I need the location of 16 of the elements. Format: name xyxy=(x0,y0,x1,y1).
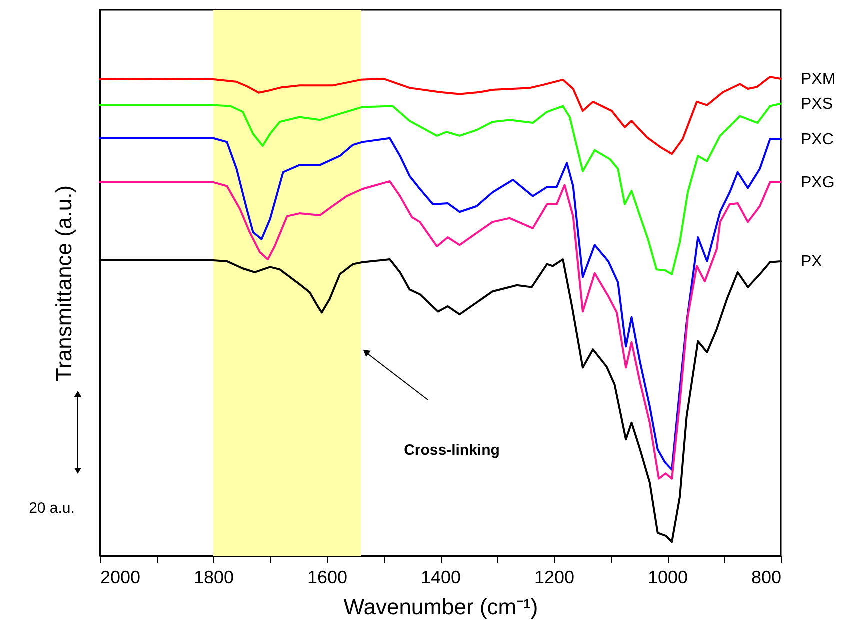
series-label: PX xyxy=(801,253,823,270)
x-tick-label: 1800 xyxy=(194,568,234,588)
y-axis-title: Transmittance (a.u.) xyxy=(52,185,76,382)
x-tick-label: 2000 xyxy=(100,568,141,588)
x-tick-label: 800 xyxy=(751,568,782,588)
x-axis-title: Wavenumber (cm⁻¹) xyxy=(344,594,538,620)
series-label: PXG xyxy=(801,174,835,192)
x-tick-label: 1600 xyxy=(307,568,348,588)
series-label: PXC xyxy=(801,131,834,148)
annotation: Cross-linking xyxy=(404,442,500,459)
x-tick-label: 1400 xyxy=(420,568,462,588)
x-tick-label: 1200 xyxy=(534,568,575,588)
x-tick-label: 1000 xyxy=(648,568,688,588)
series-label: PXM xyxy=(801,70,836,88)
text: 20 a.u. xyxy=(29,500,75,517)
series-label: PXS xyxy=(801,96,834,113)
